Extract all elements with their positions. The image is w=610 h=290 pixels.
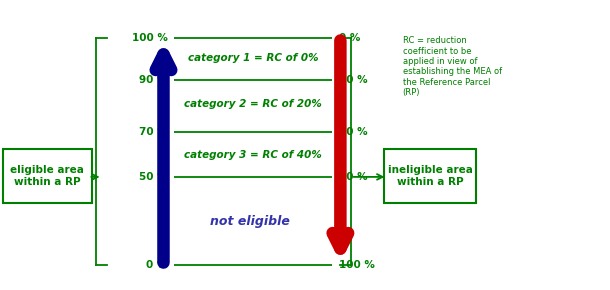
Text: 100 %: 100 % [132,33,168,43]
Text: 70 %: 70 % [139,127,168,137]
Text: not eligible: not eligible [210,215,290,228]
Text: ineligible area
within a RP: ineligible area within a RP [387,165,473,187]
FancyBboxPatch shape [384,149,476,203]
Text: category 2 = RC of 20%: category 2 = RC of 20% [184,99,322,109]
Text: 90 %: 90 % [139,75,168,85]
Text: 0 %: 0 % [339,33,360,43]
Text: 10 %: 10 % [339,75,367,85]
Text: RC = reduction
coefficient to be
applied in view of
establishing the MEA of
the : RC = reduction coefficient to be applied… [403,36,501,97]
Text: 0 %: 0 % [146,260,168,270]
Text: category 1 = RC of 0%: category 1 = RC of 0% [188,53,318,63]
FancyBboxPatch shape [3,149,91,203]
Text: 50 %: 50 % [139,172,168,182]
Text: eligible area
within a RP: eligible area within a RP [10,165,84,187]
Text: 50 %: 50 % [339,172,367,182]
Text: 100 %: 100 % [339,260,375,270]
Text: 30 %: 30 % [339,127,367,137]
Text: category 3 = RC of 40%: category 3 = RC of 40% [184,150,322,160]
